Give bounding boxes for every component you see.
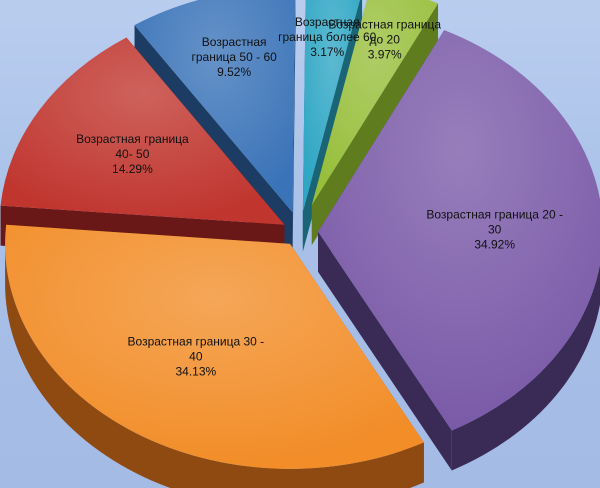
data-label-line: Возрастная граница 30 -: [128, 335, 265, 349]
data-label-6: Возрастная граница более 60 3.17%: [278, 15, 377, 59]
pie-slice-2: [317, 30, 600, 471]
data-label-line: Возрастная граница: [76, 132, 189, 146]
data-label-line: 34.13%: [176, 365, 217, 379]
data-label-line: 30: [488, 223, 502, 237]
data-label-1: Возрастная граница до 20 3.97%: [328, 17, 441, 61]
data-label-3: Возрастная граница 30 -40 34.13%: [128, 335, 265, 379]
pie-slice-1: [311, 0, 439, 246]
data-label-line: 14.29%: [112, 162, 153, 176]
data-label-line: Возрастная: [202, 35, 267, 49]
data-label-line: 40: [189, 350, 203, 364]
data-label-line: Возрастная граница: [328, 17, 441, 31]
pie-slice-3: [5, 224, 424, 488]
data-label-line: 40- 50: [115, 147, 149, 161]
data-label-line: граница более 60: [278, 30, 377, 44]
data-label-2: Возрастная граница 20 -30 34.92%: [426, 208, 563, 252]
data-label-line: 34.92%: [474, 238, 515, 252]
data-label-line: 3.97%: [368, 47, 402, 61]
data-label-line: до 20: [370, 32, 401, 46]
data-label-line: Возрастная граница 20 -: [426, 208, 563, 222]
data-label-line: граница 50 - 60: [192, 50, 278, 64]
data-label-4: Возрастная граница 40- 50 14.29%: [76, 132, 189, 176]
data-label-5: Возрастная граница 50 - 60 9.52%: [192, 35, 278, 79]
data-label-line: 3.17%: [310, 45, 344, 59]
data-label-line: Возрастная: [295, 15, 360, 29]
data-label-line: 9.52%: [217, 65, 251, 79]
